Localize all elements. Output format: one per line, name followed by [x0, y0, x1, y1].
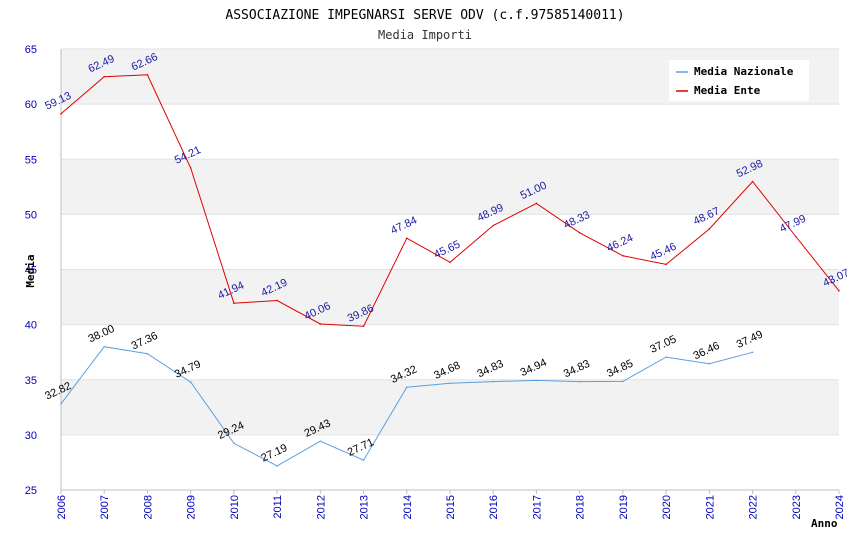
legend-label-nazionale: Media Nazionale	[694, 65, 794, 78]
point-ente	[362, 325, 365, 327]
data-label-nazionale: 34.68	[432, 359, 462, 382]
data-label-nazionale: 36.46	[692, 340, 722, 363]
data-label-ente: 45.65	[432, 239, 462, 262]
x-tick-label: 2010	[229, 495, 241, 519]
point-nazionale	[276, 465, 278, 467]
data-label-nazionale: 27.71	[346, 436, 376, 459]
point-ente	[189, 167, 192, 169]
legend: Media Nazionale Media Ente	[669, 60, 809, 101]
point-nazionale	[405, 386, 408, 389]
y-axis-title: Media	[24, 254, 37, 287]
point-nazionale	[492, 380, 495, 383]
x-axis-title: Anno	[811, 517, 838, 530]
chart-subtitle: Media Importi	[378, 28, 472, 42]
point-ente	[578, 231, 581, 234]
band-30	[61, 379, 839, 435]
point-ente	[535, 202, 538, 205]
data-label-nazionale: 34.83	[475, 358, 505, 381]
x-tick-label: 2017	[531, 495, 543, 519]
point-ente	[449, 261, 451, 264]
x-tick-label: 2006	[56, 495, 68, 519]
point-ente	[794, 235, 797, 238]
x-tick-label: 2014	[402, 495, 414, 519]
point-nazionale	[535, 379, 538, 382]
x-tick-label: 2016	[488, 495, 500, 519]
point-nazionale	[622, 380, 624, 383]
point-ente	[233, 302, 235, 305]
x-tick-label: 2018	[575, 495, 587, 519]
data-label-nazionale: 34.83	[562, 358, 592, 381]
point-ente	[405, 237, 408, 239]
point-nazionale	[103, 345, 106, 348]
point-ente	[708, 228, 711, 230]
band-40	[61, 269, 839, 325]
x-tick-label: 2007	[99, 495, 111, 519]
data-label-ente: 59.13	[43, 90, 73, 113]
point-ente	[665, 263, 667, 266]
point-ente	[146, 73, 149, 76]
y-tick-label: 55	[25, 154, 37, 166]
y-tick-label: 50	[25, 209, 37, 221]
point-ente	[622, 255, 624, 257]
y-tick-label: 40	[25, 320, 37, 332]
chart-title: ASSOCIAZIONE IMPEGNARSI SERVE ODV (c.f.9…	[225, 8, 624, 23]
x-tick-label: 2020	[661, 495, 673, 519]
y-tick-label: 35	[25, 375, 37, 387]
x-tick-label: 2008	[142, 495, 154, 519]
y-tick-label: 30	[25, 430, 37, 442]
data-label-ente: 47.84	[389, 214, 419, 237]
point-nazionale	[578, 380, 581, 383]
x-tick-label: 2009	[186, 495, 198, 519]
x-tick-label: 2021	[704, 495, 716, 519]
data-label-nazionale: 34.94	[519, 357, 549, 380]
y-tick-label: 60	[25, 99, 37, 111]
x-tick-label: 2019	[618, 495, 630, 519]
point-ente	[60, 112, 62, 115]
data-label-ente: 45.46	[648, 241, 678, 264]
point-nazionale	[60, 402, 62, 405]
x-tick-label: 2012	[315, 495, 327, 519]
point-ente	[276, 299, 278, 302]
point-ente	[838, 289, 840, 292]
point-nazionale	[233, 442, 235, 445]
x-tick-label: 2024	[834, 495, 846, 519]
point-ente	[103, 75, 106, 78]
point-ente	[751, 180, 754, 183]
data-label-nazionale: 37.49	[735, 329, 765, 352]
data-label-ente: 46.24	[605, 232, 635, 255]
point-nazionale	[319, 440, 322, 442]
point-nazionale	[146, 352, 149, 355]
x-tick-label: 2015	[445, 495, 457, 519]
x-tick-label: 2023	[791, 495, 803, 519]
x-tick-label: 2022	[748, 495, 760, 519]
x-tick-label: 2013	[359, 495, 371, 519]
point-nazionale	[665, 356, 667, 358]
point-nazionale	[708, 362, 711, 365]
legend-label-ente: Media Ente	[694, 84, 761, 97]
point-nazionale	[751, 351, 754, 354]
band-50	[61, 159, 839, 215]
data-label-nazionale: 38.00	[86, 323, 116, 346]
x-tick-label: 2011	[272, 495, 284, 519]
point-ente	[319, 323, 322, 325]
background-bands	[61, 49, 839, 435]
series-group	[60, 73, 840, 467]
data-label-nazionale: 37.36	[130, 330, 160, 353]
y-tick-label: 25	[25, 485, 37, 497]
point-ente	[492, 224, 495, 227]
point-nazionale	[362, 459, 365, 461]
data-label-nazionale: 34.79	[173, 358, 203, 381]
y-tick-label: 65	[25, 44, 37, 56]
data-label-nazionale: 37.05	[648, 333, 678, 356]
point-nazionale	[189, 381, 192, 383]
legend-box	[669, 60, 809, 101]
point-nazionale	[449, 382, 451, 385]
axes: 25 30 35 40 45 50 55 60 65 2006 2007 2008 2009 2010 20…	[25, 44, 846, 519]
data-label-ente: 47.99	[778, 213, 808, 236]
y-tick-label: 45	[25, 265, 37, 277]
